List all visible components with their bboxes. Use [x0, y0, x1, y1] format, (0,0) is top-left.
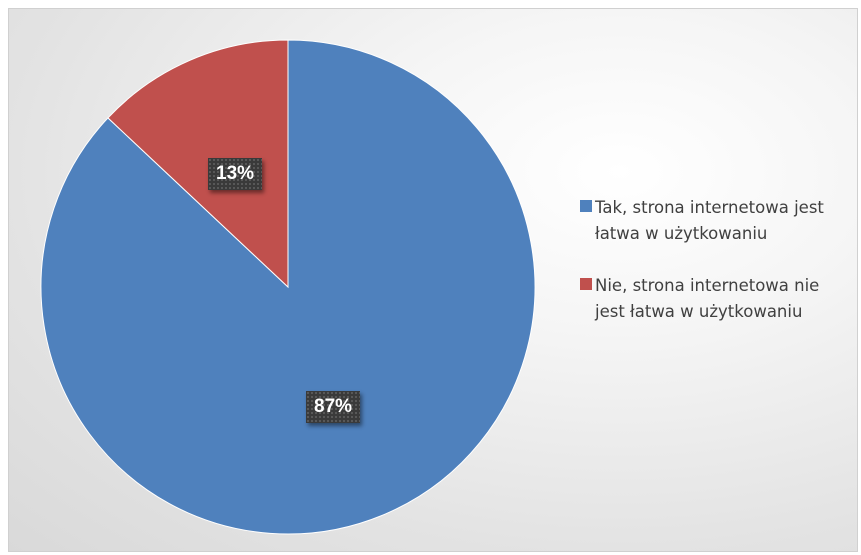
legend-label-nie: Nie, strona internetowa nie jest łatwa w…	[595, 276, 820, 321]
data-label-nie: 13%	[208, 158, 263, 190]
legend-swatch-tak	[580, 200, 592, 212]
legend-item-nie: Nie, strona internetowa nie jest łatwa w…	[580, 273, 850, 325]
legend-label-tak: Tak, strona internetowa jest łatwa w uży…	[595, 198, 824, 243]
legend-item-tak: Tak, strona internetowa jest łatwa w uży…	[580, 195, 850, 247]
legend: Tak, strona internetowa jest łatwa w uży…	[580, 195, 850, 351]
pie-slice-nie	[107, 39, 289, 289]
legend-swatch-nie	[580, 278, 592, 290]
data-label-tak: 87%	[306, 391, 361, 423]
